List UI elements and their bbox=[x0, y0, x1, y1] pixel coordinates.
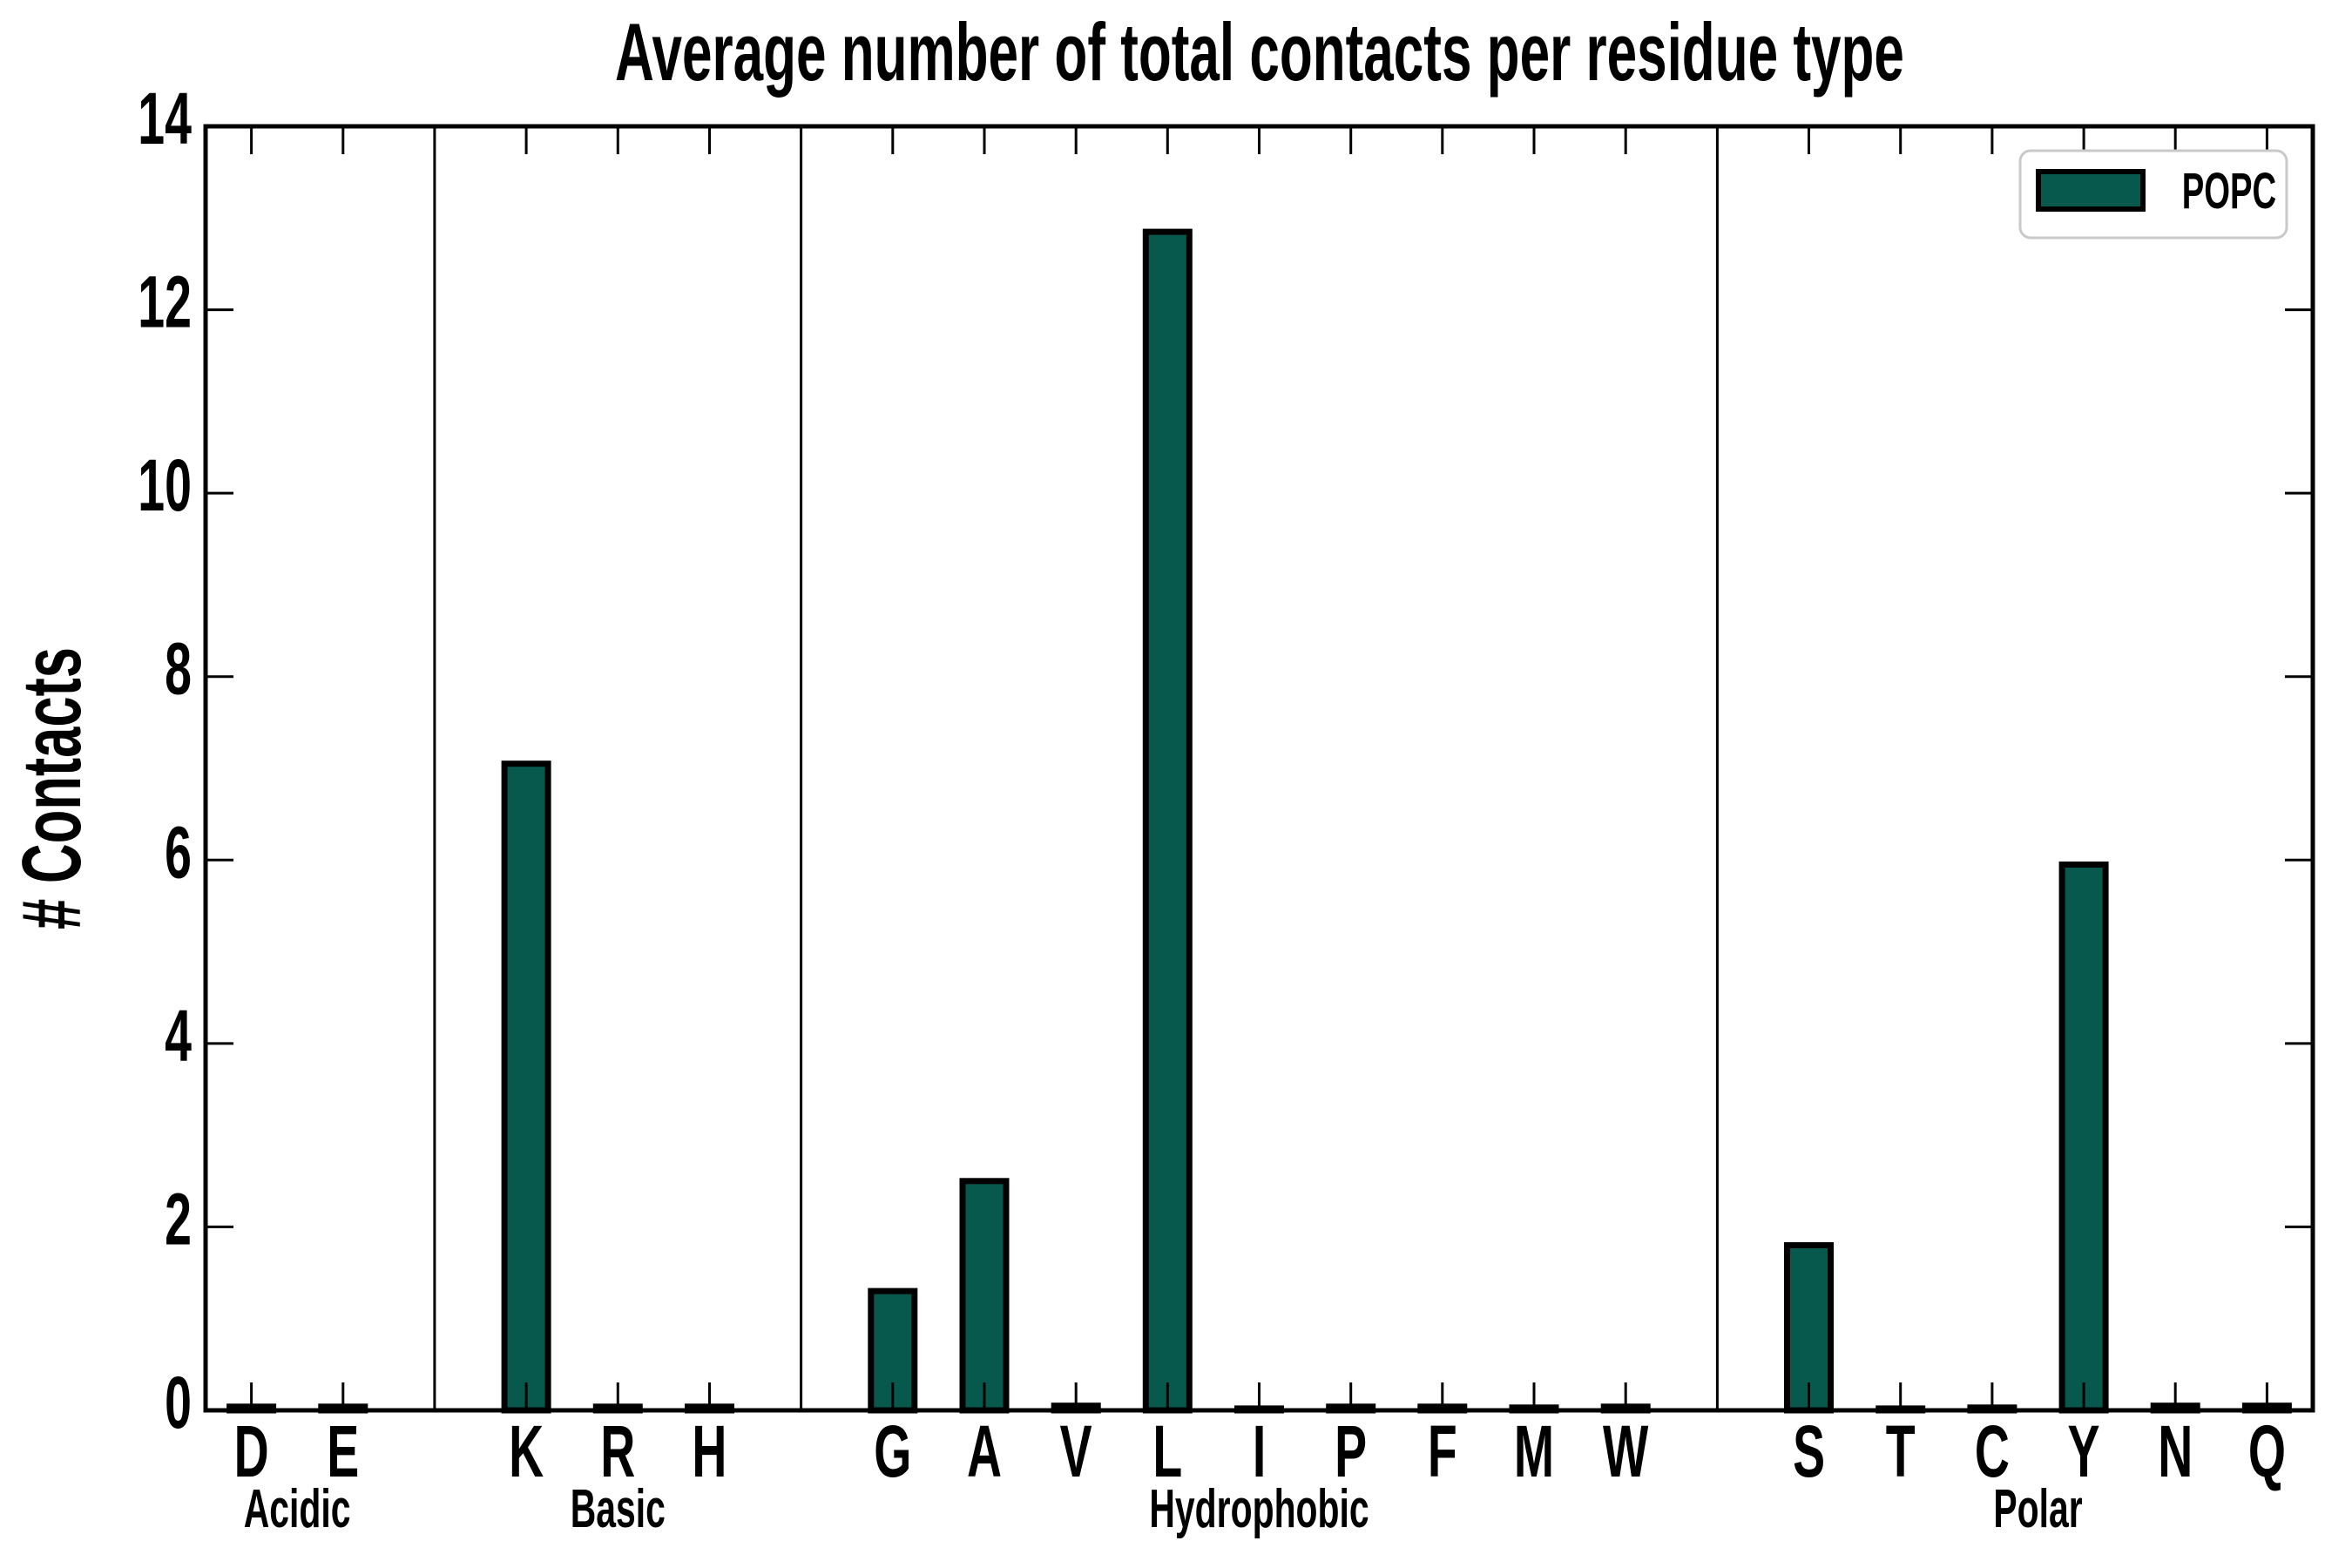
y-tick-label-2: 2 bbox=[165, 1179, 192, 1260]
legend-swatch-popc bbox=[2036, 169, 2146, 212]
x-tick-label-L: L bbox=[1152, 1412, 1182, 1493]
y-tick-label-8: 8 bbox=[165, 629, 192, 710]
x-tick-label-G: G bbox=[874, 1412, 911, 1493]
y-tick-label-4: 4 bbox=[165, 997, 192, 1078]
chart-title: Average number of total contacts per res… bbox=[615, 6, 1904, 98]
x-tick-label-T: T bbox=[1886, 1412, 1916, 1493]
legend-label-popc: POPC bbox=[2182, 164, 2276, 220]
separators-layer bbox=[433, 126, 1719, 1410]
x-tick-label-I: I bbox=[1253, 1412, 1266, 1493]
y-tick-label-14: 14 bbox=[138, 79, 192, 160]
x-tick-label-Y: Y bbox=[2068, 1412, 2100, 1493]
ticks-layer bbox=[206, 125, 2313, 1412]
bars-layer bbox=[226, 228, 2292, 1414]
legend: POPC bbox=[2018, 149, 2288, 240]
group-label-polar: Polar bbox=[1993, 1479, 2082, 1540]
plot-frame bbox=[203, 124, 2315, 1413]
group-label-hydrophobic: Hydrophobic bbox=[1149, 1479, 1369, 1540]
x-tick-label-C: C bbox=[1975, 1412, 2010, 1493]
group-label-acidic: Acidic bbox=[244, 1479, 351, 1540]
y-tick-label-12: 12 bbox=[138, 262, 192, 343]
group-label-basic: Basic bbox=[571, 1479, 666, 1540]
x-tick-label-D: D bbox=[234, 1412, 269, 1493]
x-tick-label-R: R bbox=[600, 1412, 635, 1493]
x-tick-label-V: V bbox=[1060, 1412, 1092, 1493]
x-tick-label-K: K bbox=[509, 1412, 544, 1493]
bar-Y bbox=[2058, 862, 2109, 1414]
y-tick-label-10: 10 bbox=[138, 446, 192, 527]
x-tick-label-F: F bbox=[1428, 1412, 1457, 1493]
frame-layer bbox=[203, 124, 2315, 1413]
x-tick-label-W: W bbox=[1603, 1412, 1649, 1493]
bar-K bbox=[501, 760, 551, 1414]
x-tick-label-H: H bbox=[692, 1412, 727, 1493]
x-tick-label-S: S bbox=[1793, 1412, 1825, 1493]
bar-L bbox=[1142, 228, 1193, 1414]
x-tick-label-P: P bbox=[1335, 1412, 1367, 1493]
x-tick-label-M: M bbox=[1514, 1412, 1554, 1493]
x-tick-label-Q: Q bbox=[2248, 1412, 2286, 1493]
x-tick-label-E: E bbox=[327, 1412, 359, 1493]
bar-A bbox=[959, 1178, 1010, 1414]
x-tick-label-N: N bbox=[2158, 1412, 2193, 1493]
axis-labels-layer: 0 2 4 6 8 10 12 14 D E K R H G A V L I P F M W S T C Y N Q Acidic Bas… bbox=[138, 79, 2286, 1540]
x-tick-label-A: A bbox=[967, 1412, 1002, 1493]
y-tick-label-0: 0 bbox=[165, 1363, 192, 1444]
y-tick-label-6: 6 bbox=[165, 813, 192, 894]
y-axis-label: # Contacts bbox=[5, 647, 98, 929]
